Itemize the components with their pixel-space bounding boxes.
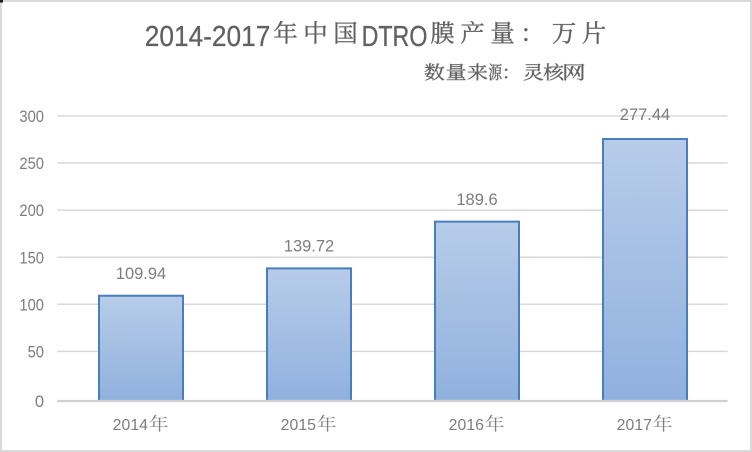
svg-text:300: 300 [19,108,44,126]
svg-text:DTRO: DTRO [362,21,428,53]
svg-text:277.44: 277.44 [620,106,670,124]
svg-text:139.72: 139.72 [284,237,334,255]
svg-text:250: 250 [19,155,44,173]
svg-text:200: 200 [19,202,44,220]
svg-text:109.94: 109.94 [116,265,166,283]
svg-text:2014-2017: 2014-2017 [145,21,270,53]
svg-text:2014: 2014 [113,417,149,434]
svg-text:150: 150 [19,249,44,267]
svg-text:50: 50 [28,344,44,362]
svg-text:2016: 2016 [449,417,485,434]
svg-text:189.6: 189.6 [456,191,497,209]
svg-text:2017: 2017 [617,417,652,434]
svg-text:2015: 2015 [281,417,317,434]
svg-text:0: 0 [35,393,44,411]
svg-text:100: 100 [19,296,44,314]
